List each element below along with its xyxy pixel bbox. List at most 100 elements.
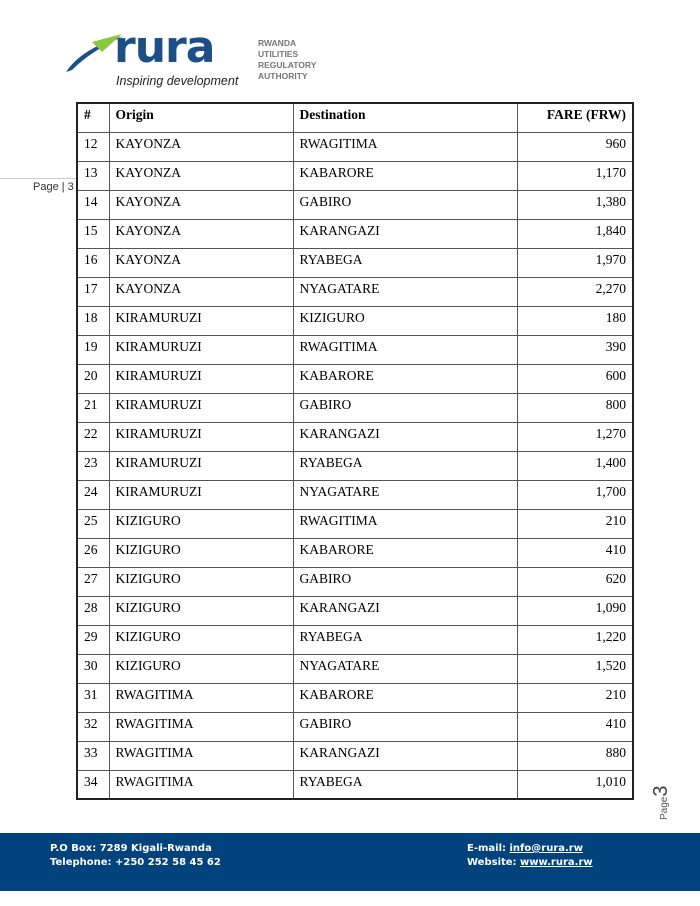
table-row: 19 KIRAMURUZI RWAGITIMA 390	[76, 334, 634, 365]
header-number: #	[76, 102, 110, 133]
header-fare: FARE (FRW)	[516, 102, 634, 133]
fare-cell: 410	[516, 537, 634, 568]
row-number: 21	[76, 392, 110, 423]
table-row: 18 KIRAMURUZI KIZIGURO 180	[76, 305, 634, 336]
org-name: RWANDA UTILITIES REGULATORY AUTHORITY	[258, 38, 316, 82]
destination-cell: KABARORE	[292, 682, 518, 713]
org-line: AUTHORITY	[258, 71, 308, 81]
logo-tagline: Inspiring development	[116, 74, 239, 88]
side-divider	[0, 178, 76, 179]
row-number: 15	[76, 218, 110, 249]
table-row: 13 KAYONZA KABARORE 1,170	[76, 160, 634, 191]
origin-cell: RWAGITIMA	[108, 769, 294, 800]
table-row: 24 KIRAMURUZI NYAGATARE 1,700	[76, 479, 634, 510]
origin-cell: KIZIGURO	[108, 624, 294, 655]
table-row: 16 KAYONZA RYABEGA 1,970	[76, 247, 634, 278]
origin-cell: KIZIGURO	[108, 653, 294, 684]
row-number: 33	[76, 740, 110, 771]
page-marker-number: 3	[650, 785, 672, 797]
table-row: 29 KIZIGURO RYABEGA 1,220	[76, 624, 634, 655]
fare-cell: 180	[516, 305, 634, 336]
po-box: P.O Box: 7289 Kigali-Rwanda	[50, 843, 212, 854]
email-link[interactable]: info@rura.rw	[509, 843, 583, 854]
table-row: 25 KIZIGURO RWAGITIMA 210	[76, 508, 634, 539]
row-number: 12	[76, 131, 110, 162]
destination-cell: KABARORE	[292, 363, 518, 394]
table-header-row: # Origin Destination FARE (FRW)	[76, 102, 634, 133]
fare-cell: 1,270	[516, 421, 634, 452]
destination-cell: KARANGAZI	[292, 740, 518, 771]
destination-cell: RWAGITIMA	[292, 131, 518, 162]
table-row: 17 KAYONZA NYAGATARE 2,270	[76, 276, 634, 307]
footer: P.O Box: 7289 Kigali-Rwanda Telephone: +…	[0, 833, 700, 891]
origin-cell: RWAGITIMA	[108, 740, 294, 771]
email-label: E-mail:	[467, 843, 510, 854]
destination-cell: KARANGAZI	[292, 595, 518, 626]
row-number: 14	[76, 189, 110, 220]
fare-cell: 620	[516, 566, 634, 597]
row-number: 32	[76, 711, 110, 742]
fare-cell: 1,380	[516, 189, 634, 220]
table-row: 12 KAYONZA RWAGITIMA 960	[76, 131, 634, 162]
row-number: 31	[76, 682, 110, 713]
destination-cell: KIZIGURO	[292, 305, 518, 336]
destination-cell: GABIRO	[292, 392, 518, 423]
origin-cell: KIRAMURUZI	[108, 479, 294, 510]
origin-cell: KIRAMURUZI	[108, 334, 294, 365]
destination-cell: NYAGATARE	[292, 479, 518, 510]
destination-cell: GABIRO	[292, 189, 518, 220]
origin-cell: KAYONZA	[108, 189, 294, 220]
fare-cell: 390	[516, 334, 634, 365]
destination-cell: RYABEGA	[292, 247, 518, 278]
table-row: 26 KIZIGURO KABARORE 410	[76, 537, 634, 568]
table-row: 30 KIZIGURO NYAGATARE 1,520	[76, 653, 634, 684]
origin-cell: KIZIGURO	[108, 508, 294, 539]
destination-cell: RYABEGA	[292, 769, 518, 800]
row-number: 27	[76, 566, 110, 597]
rura-logo: rura Inspiring development RWANDA UTILIT…	[62, 22, 332, 92]
destination-cell: KABARORE	[292, 537, 518, 568]
destination-cell: NYAGATARE	[292, 653, 518, 684]
fare-cell: 1,970	[516, 247, 634, 278]
origin-cell: KIRAMURUZI	[108, 450, 294, 481]
table-row: 23 KIRAMURUZI RYABEGA 1,400	[76, 450, 634, 481]
origin-cell: KAYONZA	[108, 276, 294, 307]
destination-cell: KABARORE	[292, 160, 518, 191]
fare-cell: 1,220	[516, 624, 634, 655]
fare-cell: 1,170	[516, 160, 634, 191]
fare-cell: 210	[516, 508, 634, 539]
fare-cell: 1,400	[516, 450, 634, 481]
fare-table: # Origin Destination FARE (FRW) 12 KAYONZ…	[76, 102, 634, 800]
origin-cell: KIRAMURUZI	[108, 421, 294, 452]
table-row: 22 KIRAMURUZI KARANGAZI 1,270	[76, 421, 634, 452]
row-number: 28	[76, 595, 110, 626]
table-row: 15 KAYONZA KARANGAZI 1,840	[76, 218, 634, 249]
page-marker: Page3	[650, 786, 673, 820]
origin-cell: KIRAMURUZI	[108, 392, 294, 423]
row-number: 18	[76, 305, 110, 336]
row-number: 16	[76, 247, 110, 278]
fare-cell: 880	[516, 740, 634, 771]
row-number: 23	[76, 450, 110, 481]
fare-cell: 960	[516, 131, 634, 162]
origin-cell: KAYONZA	[108, 131, 294, 162]
destination-cell: NYAGATARE	[292, 276, 518, 307]
origin-cell: KIZIGURO	[108, 595, 294, 626]
destination-cell: KARANGAZI	[292, 218, 518, 249]
row-number: 13	[76, 160, 110, 191]
fare-cell: 1,010	[516, 769, 634, 800]
table-row: 31 RWAGITIMA KABARORE 210	[76, 682, 634, 713]
row-number: 30	[76, 653, 110, 684]
swoosh-icon	[66, 34, 124, 72]
table-row: 34 RWAGITIMA RYABEGA 1,010	[76, 769, 634, 800]
header-destination: Destination	[292, 102, 518, 133]
fare-cell: 1,840	[516, 218, 634, 249]
row-number: 20	[76, 363, 110, 394]
origin-cell: KIZIGURO	[108, 537, 294, 568]
table-row: 14 KAYONZA GABIRO 1,380	[76, 189, 634, 220]
destination-cell: GABIRO	[292, 566, 518, 597]
origin-cell: KAYONZA	[108, 160, 294, 191]
origin-cell: KIZIGURO	[108, 566, 294, 597]
side-page-label: Page | 3	[33, 181, 74, 193]
website-link[interactable]: www.rura.rw	[520, 857, 593, 868]
